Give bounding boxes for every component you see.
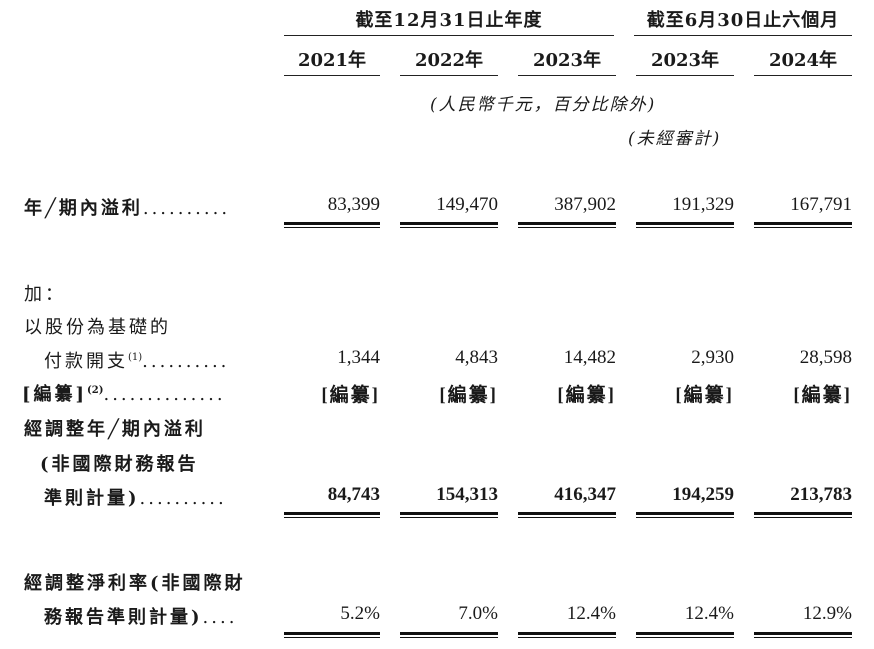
- double-rule: [284, 632, 380, 638]
- value-sbc-2021: 1,344: [337, 347, 380, 368]
- unit-note: (人民幣千元，百分比除外): [430, 95, 657, 115]
- add-label: 加：: [24, 284, 66, 305]
- value-redacted-2024-h1: [編纂]: [793, 385, 852, 406]
- leader-dots: ....: [202, 607, 238, 628]
- value-margin-2023: 12.4%: [566, 603, 616, 624]
- year-header-2022: 2022年: [414, 50, 484, 71]
- header-group-six-months-rule: [634, 35, 852, 36]
- value-margin-2021: 5.2%: [340, 603, 380, 624]
- value-profit-2021: 83,399: [327, 194, 380, 215]
- value-adjusted-2021: 84,743: [327, 484, 380, 505]
- row-label-redacted: [編纂](2)..............: [22, 384, 226, 405]
- double-rule: [284, 512, 380, 518]
- value-redacted-2021: [編纂]: [321, 385, 380, 406]
- double-rule: [400, 632, 498, 638]
- leader-dots: ..........: [142, 198, 231, 219]
- value-adjusted-2023-h1: 194,259: [672, 484, 734, 505]
- value-adjusted-2023: 416,347: [554, 484, 616, 505]
- header-group-fiscal-year-rule: [284, 35, 614, 36]
- value-sbc-2022: 4,843: [455, 347, 498, 368]
- year-header-rule: [754, 75, 852, 76]
- double-rule: [518, 632, 616, 638]
- leader-dots: ..............: [103, 384, 226, 405]
- value-sbc-2024-h1: 28,598: [799, 347, 852, 368]
- row-label-adjusted-line2: (非國際財務報告: [40, 454, 199, 475]
- footnote-ref: (2): [87, 385, 104, 396]
- double-rule: [636, 512, 734, 518]
- footnote-ref: (1): [128, 352, 143, 363]
- value-margin-2024-h1: 12.9%: [802, 603, 852, 624]
- value-profit-2023-h1: 191,329: [672, 194, 734, 215]
- year-header-rule: [518, 75, 616, 76]
- row-label-sbc-line2: 付款開支(1)..........: [44, 351, 230, 372]
- double-rule: [518, 222, 616, 228]
- value-redacted-2023-h1: [編纂]: [675, 385, 734, 406]
- double-rule: [400, 222, 498, 228]
- year-header-rule: [284, 75, 380, 76]
- year-header-2023-h1: 2023年: [650, 50, 720, 71]
- row-label-adjusted-line1: 經調整年╱期內溢利: [24, 419, 206, 440]
- value-redacted-2023: [編纂]: [557, 385, 616, 406]
- year-header-rule: [400, 75, 498, 76]
- double-rule: [636, 222, 734, 228]
- value-margin-2022: 7.0%: [458, 603, 498, 624]
- leader-dots: ..........: [139, 488, 227, 509]
- value-sbc-2023-h1: 2,930: [691, 347, 734, 368]
- value-adjusted-2022: 154,313: [436, 484, 498, 505]
- value-margin-2023-h1: 12.4%: [684, 603, 734, 624]
- double-rule: [754, 222, 852, 228]
- row-label-profit: 年╱期內溢利..........: [24, 198, 231, 219]
- value-adjusted-2024-h1: 213,783: [790, 484, 852, 505]
- double-rule: [518, 512, 616, 518]
- double-rule: [400, 512, 498, 518]
- year-header-2023: 2023年: [532, 50, 602, 71]
- year-header-rule: [636, 75, 734, 76]
- row-label-margin-line1: 經調整淨利率(非國際財: [24, 573, 246, 594]
- value-sbc-2023: 14,482: [563, 347, 616, 368]
- double-rule: [754, 512, 852, 518]
- row-label-margin-line2: 務報告準則計量)....: [44, 607, 238, 628]
- header-group-fiscal-year: 截至12月31日止年度: [355, 10, 543, 31]
- double-rule: [754, 632, 852, 638]
- unaudited-note: (未經審計): [628, 129, 722, 149]
- double-rule: [284, 222, 380, 228]
- value-profit-2024-h1: 167,791: [790, 194, 852, 215]
- row-label-adjusted-line3: 準則計量)..........: [44, 488, 227, 509]
- value-profit-2022: 149,470: [436, 194, 498, 215]
- value-profit-2023: 387,902: [554, 194, 616, 215]
- leader-dots: ..........: [142, 351, 230, 372]
- double-rule: [636, 632, 734, 638]
- year-header-2021: 2021年: [297, 50, 367, 71]
- year-header-2024-h1: 2024年: [768, 50, 838, 71]
- row-label-sbc-line1: 以股份為基礎的: [24, 317, 171, 338]
- header-group-six-months: 截至6月30日止六個月: [646, 10, 840, 31]
- value-redacted-2022: [編纂]: [439, 385, 498, 406]
